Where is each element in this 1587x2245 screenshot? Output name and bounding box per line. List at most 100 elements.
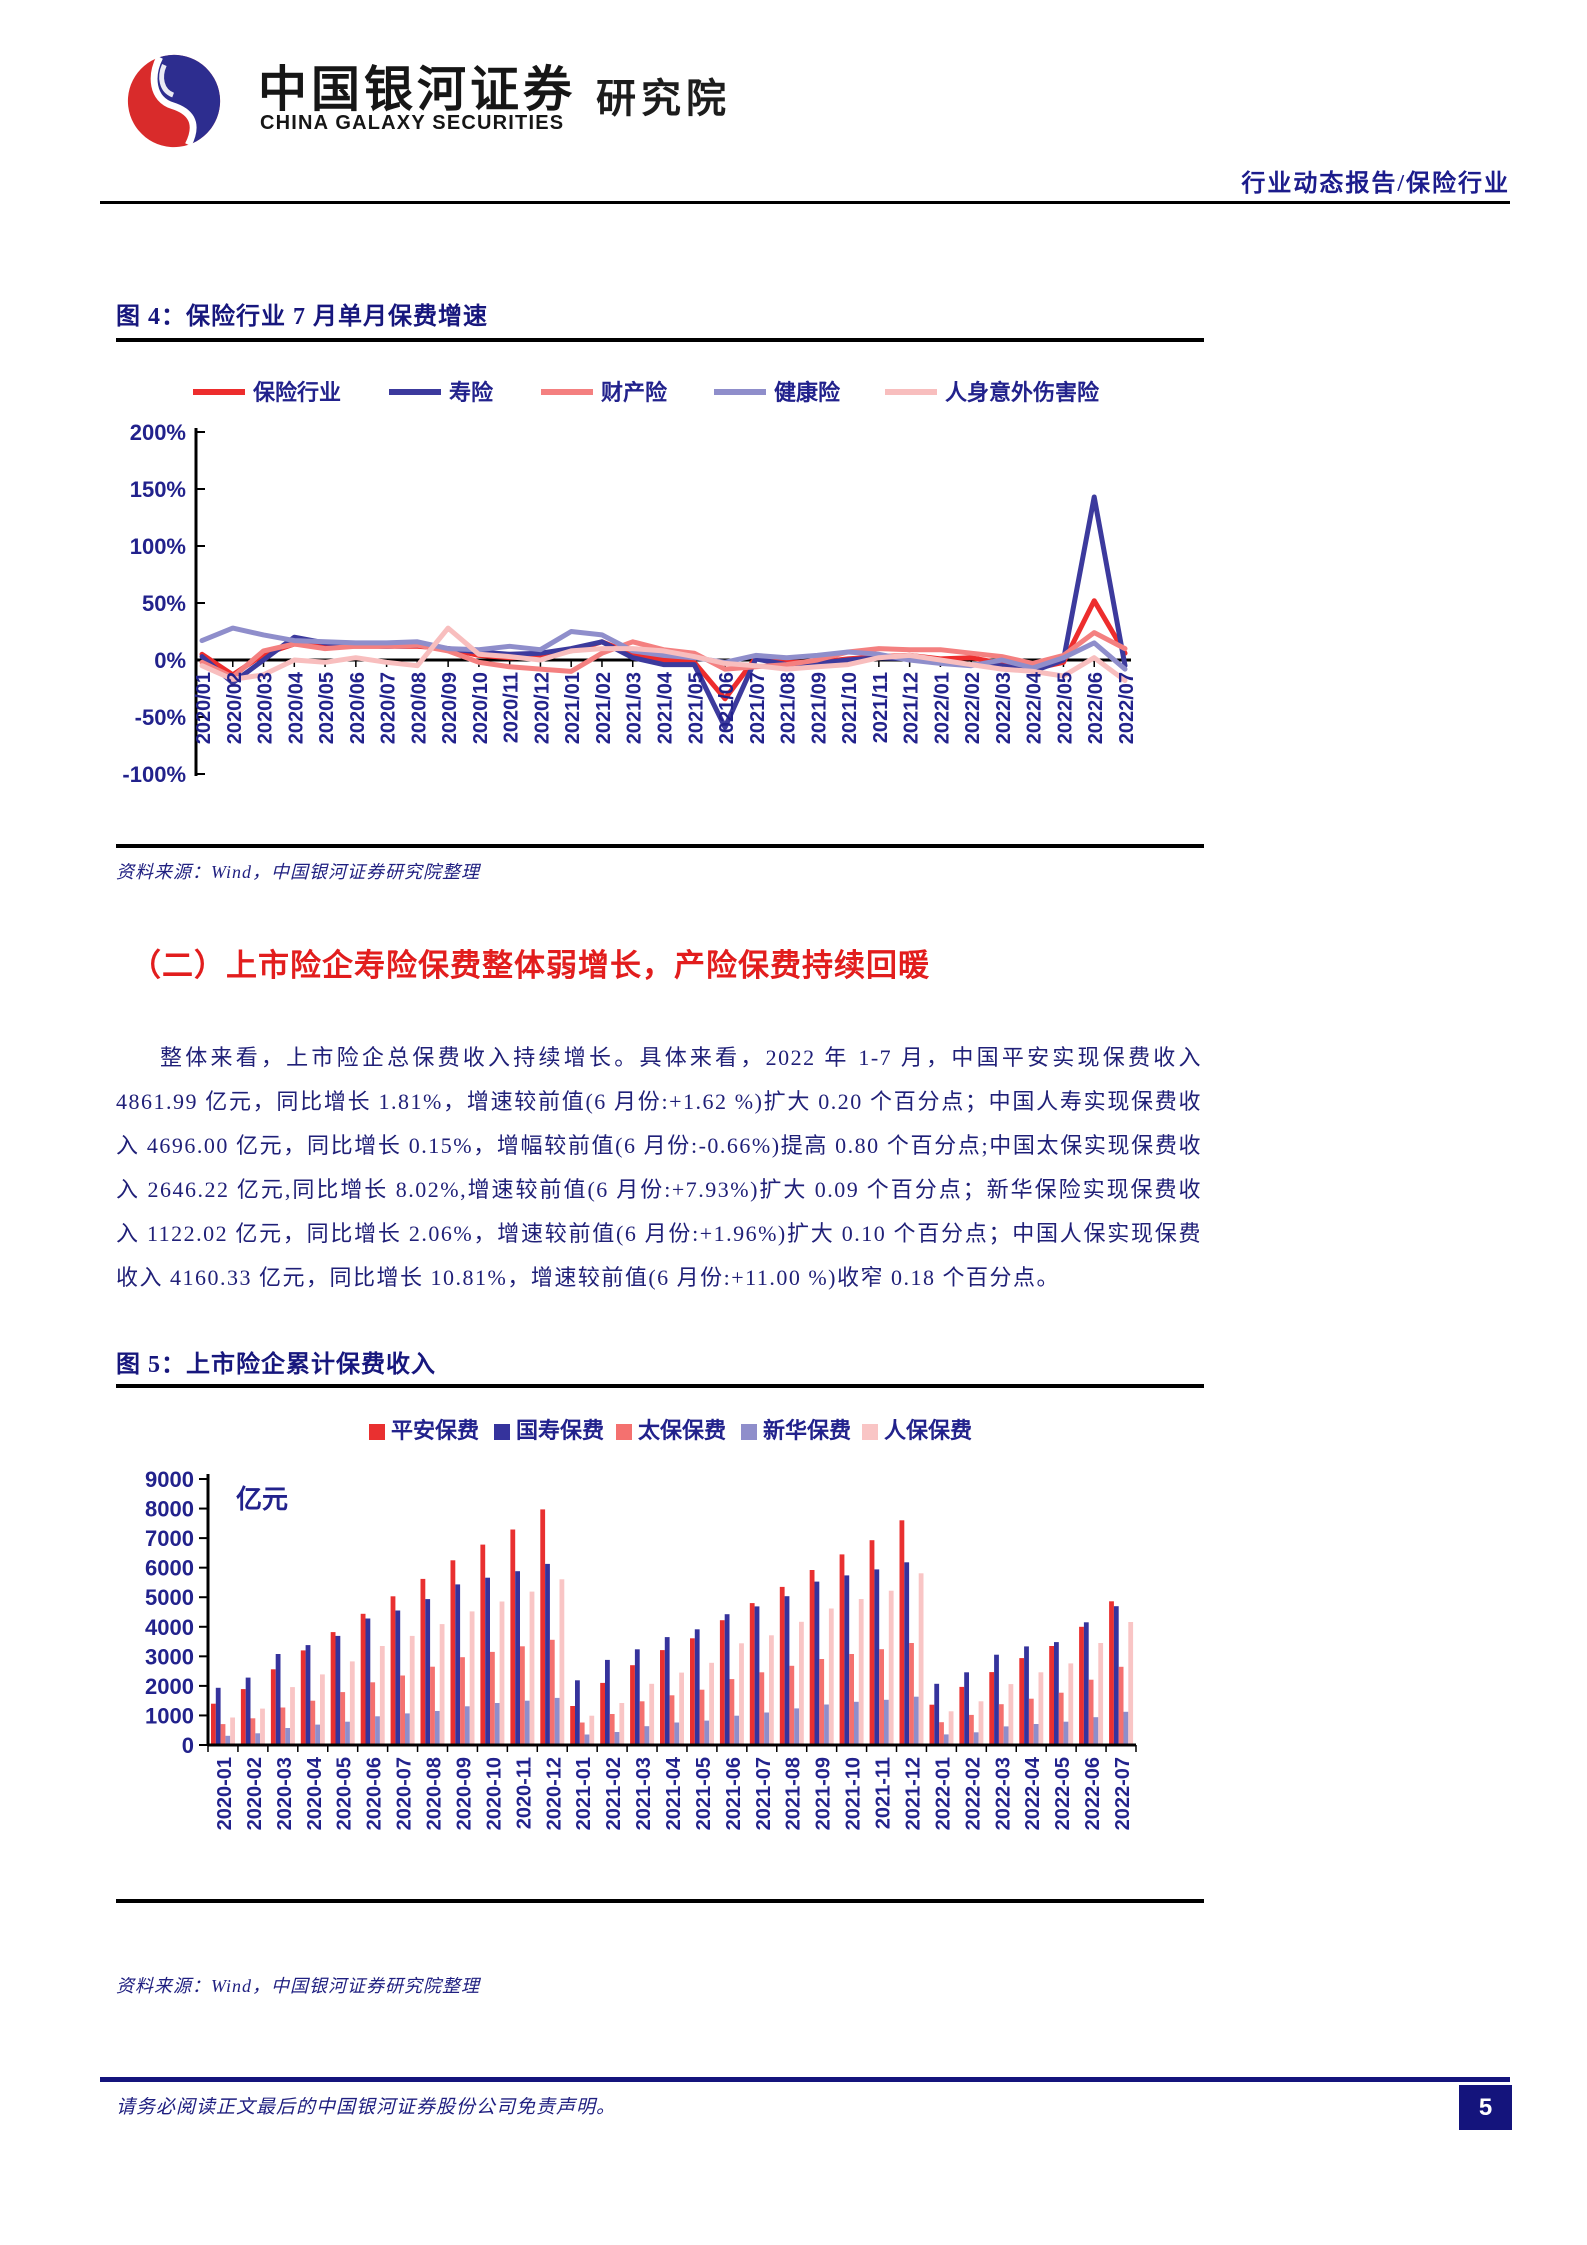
svg-text:2020-12: 2020-12: [543, 1757, 565, 1830]
svg-text:2021/07: 2021/07: [747, 672, 769, 744]
svg-text:2020/04: 2020/04: [285, 671, 307, 744]
svg-text:2021/06: 2021/06: [716, 672, 738, 744]
figure5-bottom-rule: [116, 1899, 1204, 1903]
section-heading: （二）上市险企寿险保费整体弱增长，产险保费持续回暖: [130, 948, 930, 983]
svg-text:2020/03: 2020/03: [255, 672, 277, 744]
logo-text-cn: 中国银河证券: [258, 63, 577, 117]
svg-text:2020/01: 2020/01: [193, 672, 215, 744]
svg-text:太保保费: 太保保费: [638, 1418, 726, 1443]
svg-text:2021-12: 2021-12: [902, 1757, 924, 1830]
svg-text:保险行业: 保险行业: [252, 380, 341, 405]
figure4-title: 图 4：保险行业 7 月单月保费增速: [116, 304, 488, 330]
svg-text:2021-04: 2021-04: [663, 1756, 685, 1830]
logo-text-en: CHINA GALAXY SECURITIES: [260, 112, 565, 134]
svg-text:健康险: 健康险: [774, 380, 841, 405]
svg-text:2021-10: 2021-10: [843, 1757, 865, 1830]
figure5-source-note: 资料来源：Wind，中国银河证券研究院整理: [116, 1976, 481, 1996]
svg-text:2020-09: 2020-09: [453, 1757, 475, 1830]
galaxy-logo-icon: [127, 54, 221, 148]
svg-text:2021/08: 2021/08: [778, 672, 800, 744]
svg-text:2021-01: 2021-01: [573, 1757, 595, 1830]
svg-text:2020/09: 2020/09: [439, 672, 461, 744]
figure4-top-rule: [116, 338, 1204, 342]
figure5-title: 图 5：上市险企累计保费收入: [116, 1352, 436, 1378]
svg-text:2020-03: 2020-03: [274, 1757, 296, 1830]
svg-text:财产险: 财产险: [601, 380, 668, 405]
svg-text:2020-02: 2020-02: [244, 1757, 266, 1830]
svg-text:2022/01: 2022/01: [931, 672, 953, 744]
svg-text:2020-07: 2020-07: [394, 1757, 416, 1830]
svg-text:2021-05: 2021-05: [693, 1757, 715, 1830]
svg-text:5000: 5000: [145, 1585, 194, 1610]
svg-text:50%: 50%: [142, 591, 186, 616]
svg-text:0%: 0%: [154, 648, 186, 673]
svg-text:2021-06: 2021-06: [723, 1757, 745, 1830]
svg-text:2021/11: 2021/11: [870, 672, 892, 743]
figure4-source-note: 资料来源：Wind，中国银河证券研究院整理: [116, 862, 481, 882]
svg-text:2021-03: 2021-03: [633, 1757, 655, 1830]
svg-text:2021/10: 2021/10: [839, 672, 861, 744]
svg-text:4000: 4000: [145, 1615, 194, 1640]
svg-text:6000: 6000: [145, 1556, 194, 1581]
svg-text:2020/11: 2020/11: [501, 672, 523, 743]
figure5-top-rule: [116, 1384, 1204, 1388]
svg-text:平安保费: 平安保费: [391, 1418, 479, 1443]
svg-text:人身意外伤害险: 人身意外伤害险: [945, 380, 1100, 405]
svg-text:2022-04: 2022-04: [1022, 1756, 1044, 1830]
svg-text:2022-03: 2022-03: [992, 1757, 1014, 1830]
svg-text:2020-06: 2020-06: [364, 1757, 386, 1830]
svg-text:2020/08: 2020/08: [408, 672, 430, 744]
svg-text:2020-01: 2020-01: [214, 1757, 236, 1830]
svg-text:2020/10: 2020/10: [470, 672, 492, 744]
svg-text:9000: 9000: [145, 1467, 194, 1492]
svg-text:3000: 3000: [145, 1644, 194, 1669]
svg-text:0: 0: [182, 1733, 194, 1758]
svg-text:2020-08: 2020-08: [424, 1757, 446, 1830]
svg-text:1000: 1000: [145, 1703, 194, 1728]
svg-text:-50%: -50%: [135, 705, 186, 730]
svg-text:2020-05: 2020-05: [334, 1757, 356, 1830]
figure4-bottom-rule: [116, 844, 1204, 848]
svg-text:2020-04: 2020-04: [304, 1756, 326, 1830]
svg-text:2021/03: 2021/03: [624, 672, 646, 744]
svg-text:150%: 150%: [130, 477, 186, 502]
footer-disclaimer: 请务必阅读正文最后的中国银河证券股份公司免责声明。: [116, 2097, 617, 2118]
svg-text:2022/06: 2022/06: [1085, 672, 1107, 744]
svg-text:100%: 100%: [130, 534, 186, 559]
svg-text:2022/02: 2022/02: [962, 672, 984, 744]
svg-text:7000: 7000: [145, 1526, 194, 1551]
svg-text:2022-06: 2022-06: [1082, 1757, 1104, 1830]
svg-text:-100%: -100%: [122, 762, 186, 787]
svg-text:2020-10: 2020-10: [483, 1757, 505, 1830]
svg-text:8000: 8000: [145, 1497, 194, 1522]
svg-text:2022-07: 2022-07: [1112, 1757, 1134, 1830]
svg-text:2000: 2000: [145, 1674, 194, 1699]
body-paragraph: 整体来看，上市险企总保费收入持续增长。具体来看，2022 年 1-7 月，中国平…: [116, 1045, 1202, 1290]
svg-text:亿元: 亿元: [236, 1484, 288, 1514]
header-rule: [100, 201, 1510, 204]
svg-text:2021/09: 2021/09: [808, 672, 830, 744]
svg-text:2020/07: 2020/07: [378, 672, 400, 744]
svg-text:新华保费: 新华保费: [763, 1418, 851, 1443]
svg-text:2022/04: 2022/04: [1024, 671, 1046, 744]
logo-text-suffix: 研究院: [596, 76, 731, 121]
svg-text:2021/05: 2021/05: [685, 672, 707, 744]
svg-text:2021-07: 2021-07: [753, 1757, 775, 1830]
svg-text:2021/02: 2021/02: [593, 672, 615, 744]
svg-text:2020-11: 2020-11: [513, 1757, 535, 1829]
svg-text:2022-01: 2022-01: [932, 1757, 954, 1830]
svg-text:200%: 200%: [130, 420, 186, 445]
svg-text:人保保费: 人保保费: [884, 1418, 972, 1443]
svg-text:2021-11: 2021-11: [873, 1757, 895, 1829]
svg-text:2020/12: 2020/12: [531, 672, 553, 744]
svg-text:2021/12: 2021/12: [901, 672, 923, 744]
svg-text:2020/02: 2020/02: [224, 672, 246, 744]
report-type-label: 行业动态报告/保险行业: [1241, 171, 1510, 197]
svg-text:2021/01: 2021/01: [562, 672, 584, 744]
svg-text:2021-02: 2021-02: [603, 1757, 625, 1830]
page-number-badge: 5: [1459, 2085, 1512, 2130]
svg-text:2022/07: 2022/07: [1116, 672, 1138, 744]
svg-text:寿险: 寿险: [449, 380, 494, 405]
premium-growth-line-chart: 保险行业 寿险 财产险 健康险 人身意外伤害险 200% 150% 100% 50% 0% -50%…: [122, 380, 1138, 787]
